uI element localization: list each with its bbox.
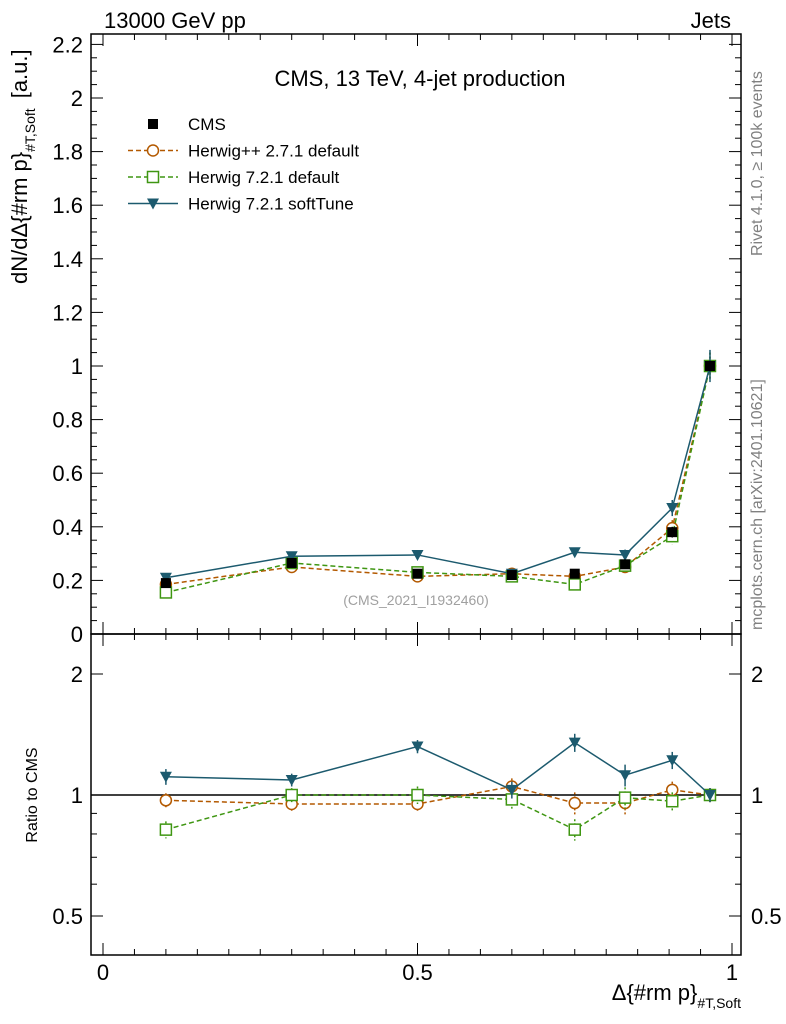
process-label: Jets bbox=[691, 8, 731, 33]
chart-title: CMS, 13 TeV, 4-jet production bbox=[274, 66, 565, 91]
y-tick-label: 1.6 bbox=[52, 193, 83, 218]
main-axis-ticks: 0 0.2 0.4 0.6 0.8 1 1.2 1.4 1.6 1.8 2 2.2 bbox=[52, 32, 741, 647]
x-tick-label: 0.5 bbox=[402, 960, 433, 985]
y-tick-label: 0.2 bbox=[52, 568, 83, 593]
legend-marker bbox=[148, 119, 158, 129]
main-point bbox=[285, 551, 298, 563]
ratio-point bbox=[411, 788, 424, 802]
legend-item: CMS bbox=[148, 115, 226, 134]
main-point bbox=[569, 568, 580, 579]
main-line-herwig-7-2-1-default bbox=[165, 365, 711, 594]
y-tick-label: 0.4 bbox=[52, 515, 83, 540]
legend-item: Herwig 7.2.1 default bbox=[128, 168, 339, 187]
main-point bbox=[568, 547, 581, 559]
rivet-watermark: Rivet 4.1.0, ≥ 100k events bbox=[749, 71, 766, 256]
legend-label: Herwig++ 2.7.1 default bbox=[188, 142, 359, 161]
ratio-point bbox=[568, 737, 581, 749]
ratio-series-herwig-7-2-1-softtune bbox=[159, 733, 716, 803]
ratio-point bbox=[505, 784, 518, 796]
main-point bbox=[411, 549, 424, 561]
legend-item: Herwig++ 2.7.1 default bbox=[128, 142, 359, 161]
main-line-herwig-7-2-1-softtune bbox=[165, 365, 711, 579]
main-point bbox=[159, 586, 173, 599]
ratio-point bbox=[285, 774, 298, 786]
main-point bbox=[568, 578, 581, 591]
main-y-label-main: dN/dΔ{#rm p} bbox=[7, 152, 32, 284]
main-point bbox=[704, 361, 715, 371]
legend-label: Herwig 7.2.1 softTune bbox=[188, 195, 354, 214]
y-tick-label: 0 bbox=[71, 622, 83, 647]
legend-marker bbox=[147, 198, 159, 210]
ratio-point bbox=[665, 794, 679, 808]
ratio-y-tick-label: 0.5 bbox=[52, 904, 83, 929]
ratio-y-axis-label: Ratio to CMS bbox=[24, 747, 41, 842]
main-point bbox=[286, 557, 297, 568]
ratio-y-tick-label-right: 2 bbox=[751, 662, 763, 687]
ratio-point bbox=[619, 770, 632, 782]
main-point bbox=[620, 559, 631, 570]
main-point bbox=[160, 578, 171, 589]
legend: CMS Herwig++ 2.7.1 default Herwig 7.2.1 de… bbox=[128, 115, 359, 214]
main-point bbox=[412, 568, 423, 579]
y-tick-label: 1.2 bbox=[52, 300, 83, 325]
y-tick-label: 0.6 bbox=[52, 461, 83, 486]
analysis-annotation: (CMS_2021_I1932460) bbox=[343, 592, 489, 608]
ratio-point bbox=[568, 823, 581, 836]
ratio-y-tick-label: 1 bbox=[71, 783, 83, 808]
ratio-point bbox=[568, 796, 581, 810]
y-tick-label: 2.2 bbox=[52, 32, 83, 57]
main-series-herwig-2-7-1-default bbox=[159, 352, 717, 591]
y-tick-label: 1.8 bbox=[52, 140, 83, 165]
x-tick-label: 1 bbox=[726, 960, 738, 985]
legend-marker bbox=[146, 170, 160, 184]
main-series-cms bbox=[160, 360, 715, 589]
main-series-layer bbox=[159, 349, 717, 599]
mcplots-watermark: mcplots.cern.ch [arXiv:2401.10621] bbox=[749, 379, 766, 630]
y-tick-label: 1.4 bbox=[52, 247, 83, 272]
legend-marker bbox=[146, 144, 160, 157]
ratio-y-tick-label: 2 bbox=[71, 662, 83, 687]
ratio-line-herwig-7-2-1-default bbox=[165, 794, 711, 831]
ratio-point bbox=[285, 788, 298, 802]
energy-label: 13000 GeV pp bbox=[104, 8, 246, 33]
x-label-sub: #T,Soft bbox=[697, 995, 741, 1011]
y-tick-label: 1 bbox=[71, 354, 83, 379]
ratio-point bbox=[159, 771, 172, 783]
ratio-y-tick-label-right: 0.5 bbox=[751, 904, 782, 929]
main-line-herwig-2-7-1-default bbox=[165, 365, 711, 586]
main-y-axis-label: dN/dΔ{#rm p}#T,Soft [a.u.] bbox=[7, 49, 38, 284]
ratio-y-tick-label-right: 1 bbox=[751, 783, 763, 808]
legend-label: CMS bbox=[188, 115, 226, 134]
main-point bbox=[506, 570, 517, 581]
ratio-line-herwig-2-7-1-default bbox=[165, 785, 711, 805]
main-point bbox=[619, 549, 632, 561]
main-y-label-unit: [a.u.] bbox=[7, 49, 32, 98]
x-tick-label: 0 bbox=[97, 960, 109, 985]
main-y-label-sub: #T,Soft bbox=[22, 108, 38, 152]
main-point bbox=[667, 527, 678, 538]
y-tick-label: 0.8 bbox=[52, 408, 83, 433]
legend-label: Herwig 7.2.1 default bbox=[188, 168, 339, 187]
ratio-point bbox=[666, 755, 679, 767]
main-series-herwig-7-2-1-default bbox=[159, 352, 717, 599]
ratio-series-layer bbox=[159, 733, 717, 841]
ratio-point bbox=[159, 794, 173, 807]
ratio-point bbox=[411, 741, 424, 753]
y-tick-label: 2 bbox=[71, 86, 83, 111]
ratio-line-herwig-7-2-1-softtune bbox=[165, 741, 711, 796]
x-axis-label: Δ{#rm p}#T,Soft bbox=[612, 980, 741, 1011]
main-series-herwig-7-2-1-softtune bbox=[159, 349, 716, 584]
ratio-point bbox=[159, 823, 173, 836]
main-point bbox=[666, 503, 679, 515]
x-label-main: Δ{#rm p} bbox=[612, 980, 698, 1005]
ratio-point bbox=[618, 791, 632, 804]
legend-item: Herwig 7.2.1 softTune bbox=[128, 195, 354, 214]
ratio-point bbox=[703, 790, 716, 801]
